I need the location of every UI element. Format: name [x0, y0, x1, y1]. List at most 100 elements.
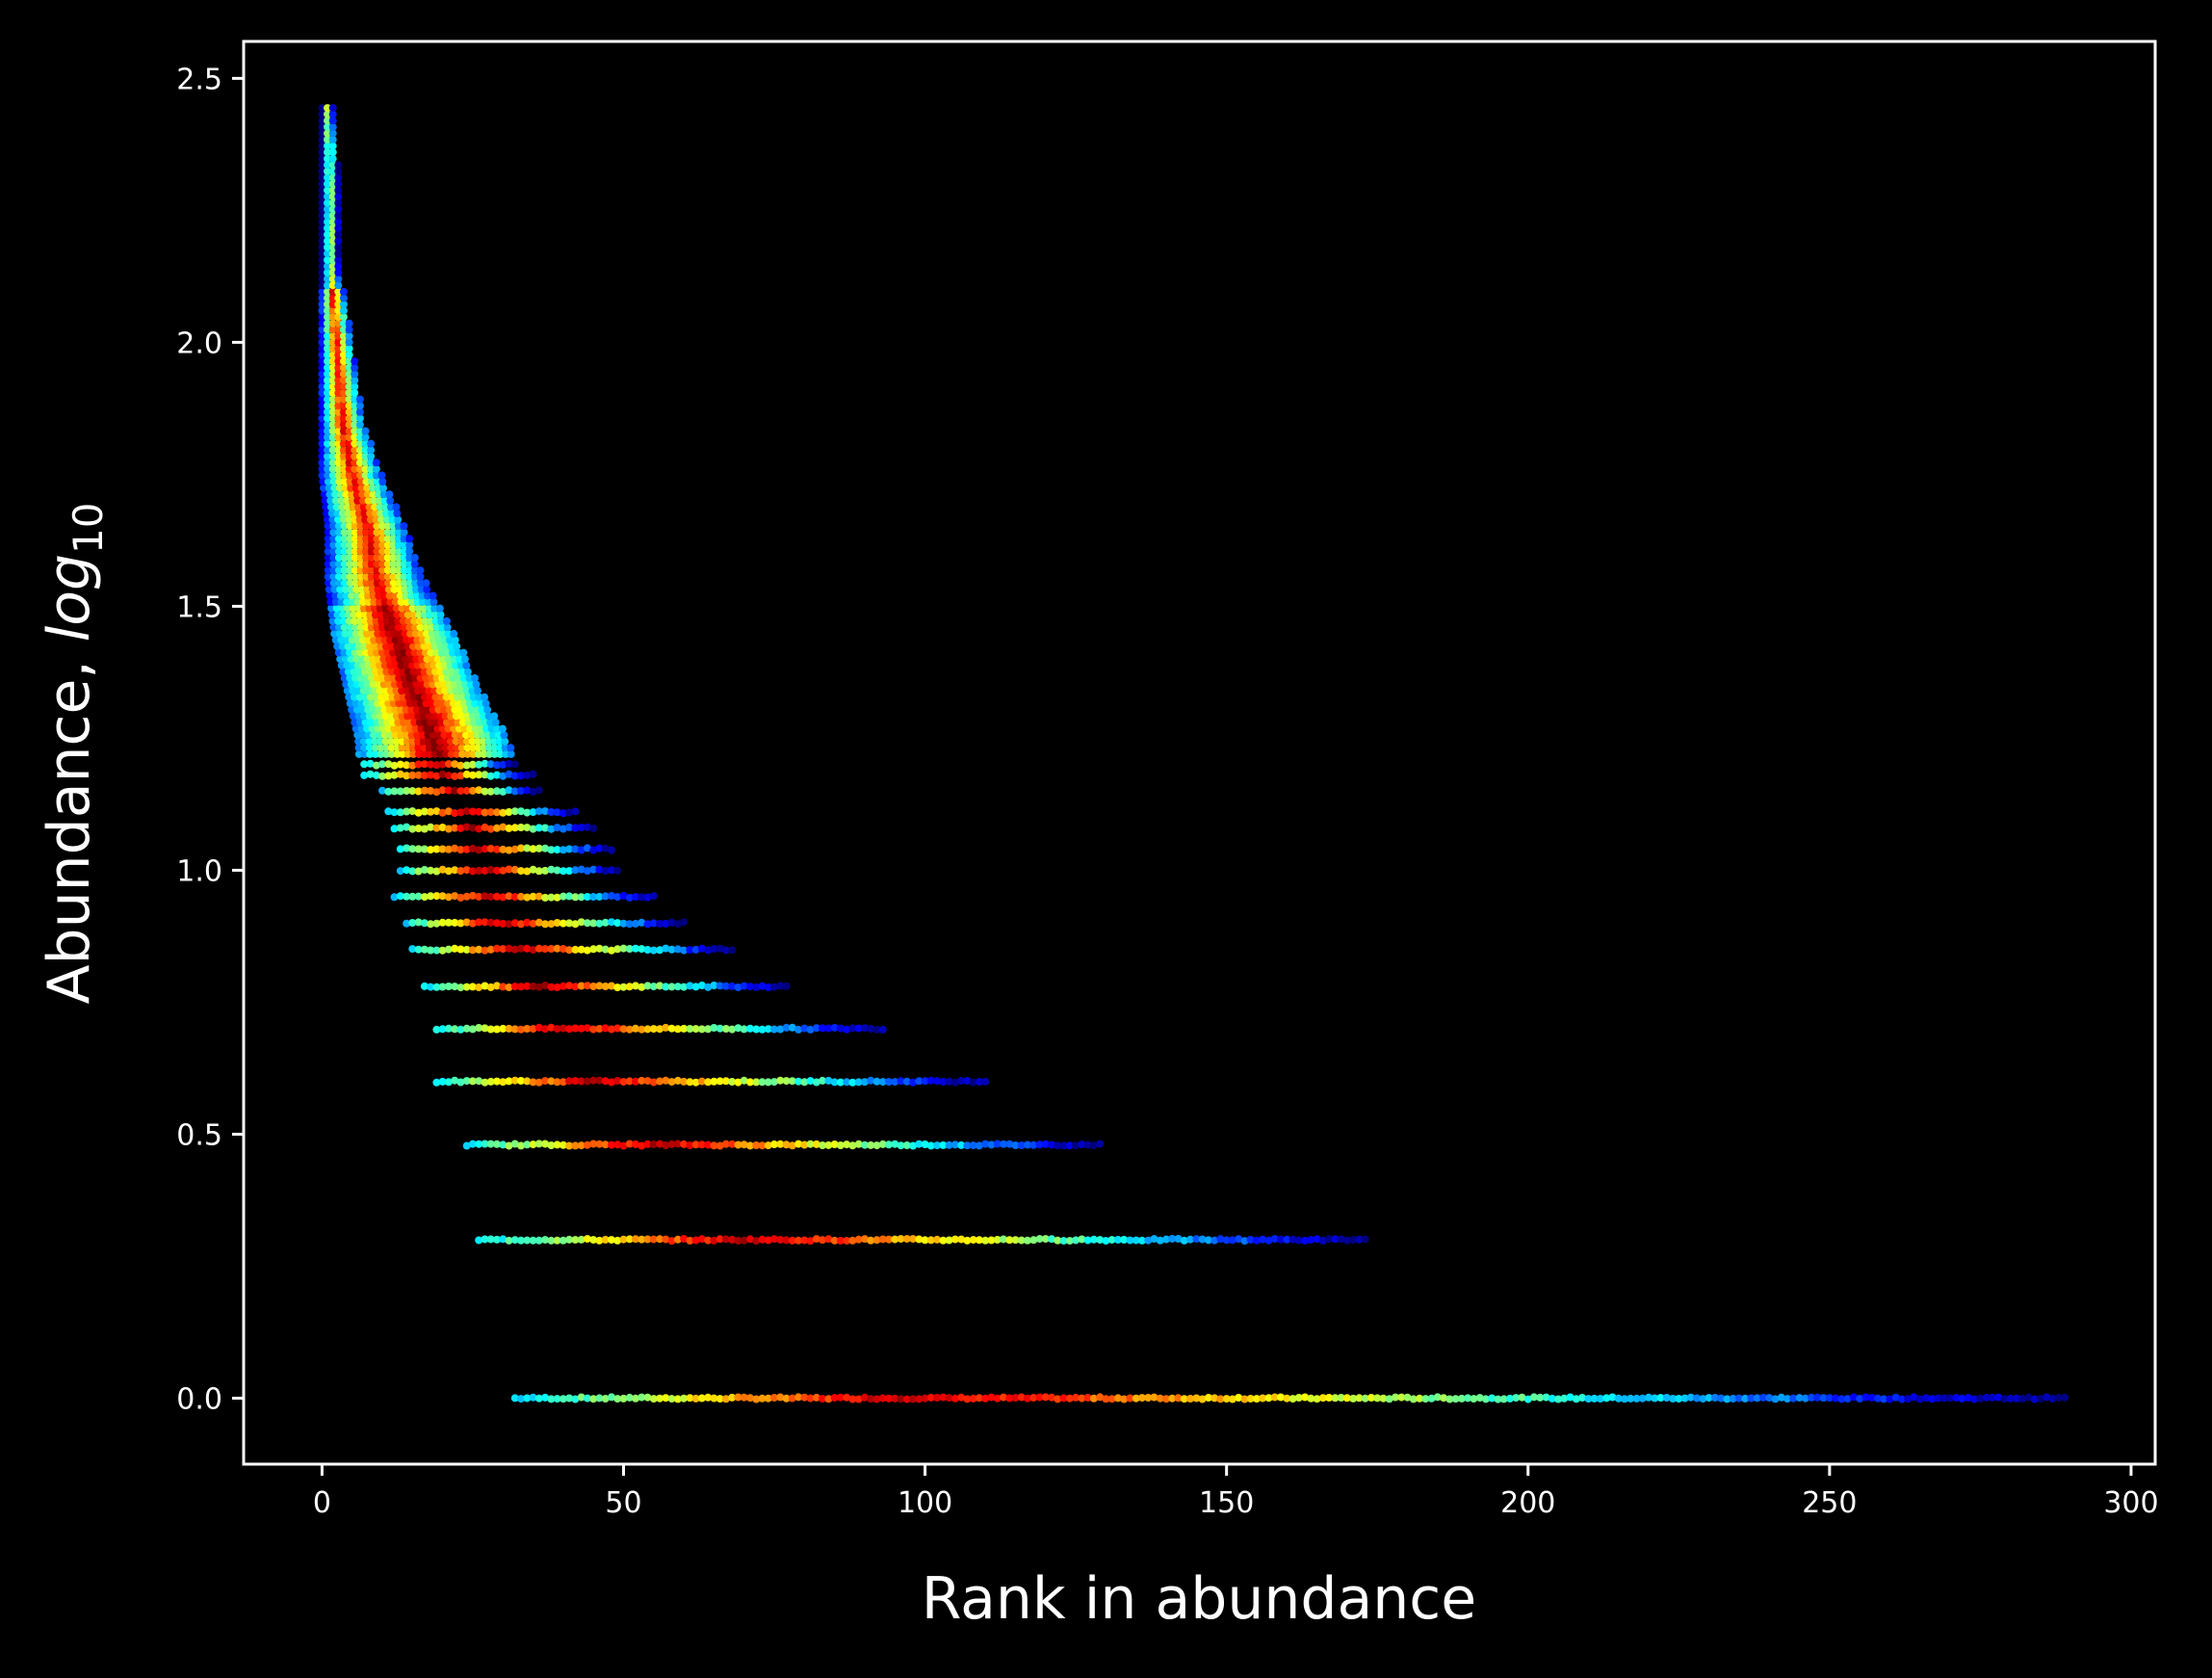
data-point [499, 1141, 507, 1149]
data-point [788, 1077, 796, 1086]
data-point [1277, 1235, 1285, 1244]
data-point [360, 760, 369, 769]
plot-frame [242, 39, 2157, 1466]
data-point [354, 749, 363, 758]
data-point [444, 760, 453, 769]
data-point [325, 579, 332, 588]
data-point [915, 1140, 924, 1148]
data-point [1645, 1393, 1652, 1402]
data-point [465, 699, 474, 708]
data-point [327, 510, 336, 517]
data-point [1186, 1395, 1195, 1403]
data-point [1416, 1394, 1424, 1403]
data-point [339, 345, 348, 353]
data-point [475, 846, 483, 854]
data-point [462, 807, 471, 816]
data-point [541, 1077, 550, 1086]
data-point [662, 1023, 670, 1032]
data-point [318, 439, 326, 448]
data-point [346, 554, 354, 562]
data-point [721, 946, 730, 955]
data-point [373, 554, 381, 562]
data-point [365, 737, 374, 746]
data-point [987, 1236, 996, 1245]
data-point [710, 1077, 718, 1086]
data-point [334, 395, 343, 404]
data-point [461, 680, 470, 689]
data-point [553, 919, 561, 927]
data-point [1264, 1394, 1273, 1403]
data-point [432, 892, 441, 901]
data-point [363, 724, 371, 733]
data-point [384, 787, 393, 796]
data-point [340, 648, 349, 657]
data-point [438, 699, 447, 708]
data-point [451, 866, 459, 875]
data-point [909, 1141, 918, 1150]
data-point [405, 547, 414, 556]
data-point [861, 1141, 869, 1149]
data-point [484, 712, 493, 721]
data-point [704, 1025, 713, 1034]
data-point [333, 510, 342, 517]
data-point [474, 737, 482, 746]
data-point [410, 566, 419, 575]
data-point [340, 566, 349, 575]
data-point [1584, 1395, 1593, 1403]
data-point [1132, 1236, 1140, 1245]
data-point [680, 1077, 689, 1086]
data-point [1000, 1393, 1007, 1402]
data-point [939, 1141, 948, 1149]
data-point [377, 515, 386, 524]
y-tick-label: 0.5 [176, 1118, 222, 1152]
data-point [565, 1077, 574, 1086]
data-point [431, 693, 440, 701]
data-point [330, 585, 339, 593]
data-point [740, 1025, 748, 1034]
data-point [673, 1235, 682, 1244]
data-point [328, 345, 337, 353]
data-point [367, 560, 376, 568]
data-point [1072, 1236, 1080, 1245]
data-point [686, 982, 694, 990]
data-point [505, 824, 513, 832]
data-point [328, 249, 337, 258]
data-point [328, 326, 337, 334]
data-point [468, 744, 477, 752]
data-point [649, 983, 658, 991]
data-point [704, 1078, 713, 1087]
data-point [438, 865, 447, 874]
data-point [465, 674, 474, 682]
data-point [529, 845, 537, 853]
data-point [324, 230, 331, 239]
data-point [1313, 1235, 1321, 1244]
data-point [328, 287, 337, 296]
data-point [534, 1023, 543, 1032]
data-point [318, 129, 326, 138]
data-point [403, 712, 412, 721]
data-point [595, 1140, 604, 1148]
data-point [400, 540, 408, 549]
data-point [710, 1024, 718, 1032]
data-point [455, 680, 464, 689]
data-point [382, 668, 391, 676]
data-point [921, 1236, 929, 1245]
data-point [343, 636, 351, 644]
data-point [318, 319, 326, 328]
data-point [384, 772, 393, 780]
data-point [383, 719, 391, 726]
data-point [362, 547, 371, 556]
data-point [345, 370, 353, 379]
data-point [447, 712, 455, 721]
data-point [400, 547, 408, 556]
data-point [800, 1024, 809, 1033]
data-point [359, 604, 368, 613]
data-point [405, 540, 414, 549]
data-point [376, 598, 383, 606]
data-point [398, 687, 406, 695]
data-point [436, 642, 445, 651]
x-tick-label: 150 [1199, 1486, 1254, 1520]
data-point [625, 1235, 634, 1244]
data-point [577, 918, 586, 927]
data-point [336, 585, 345, 593]
